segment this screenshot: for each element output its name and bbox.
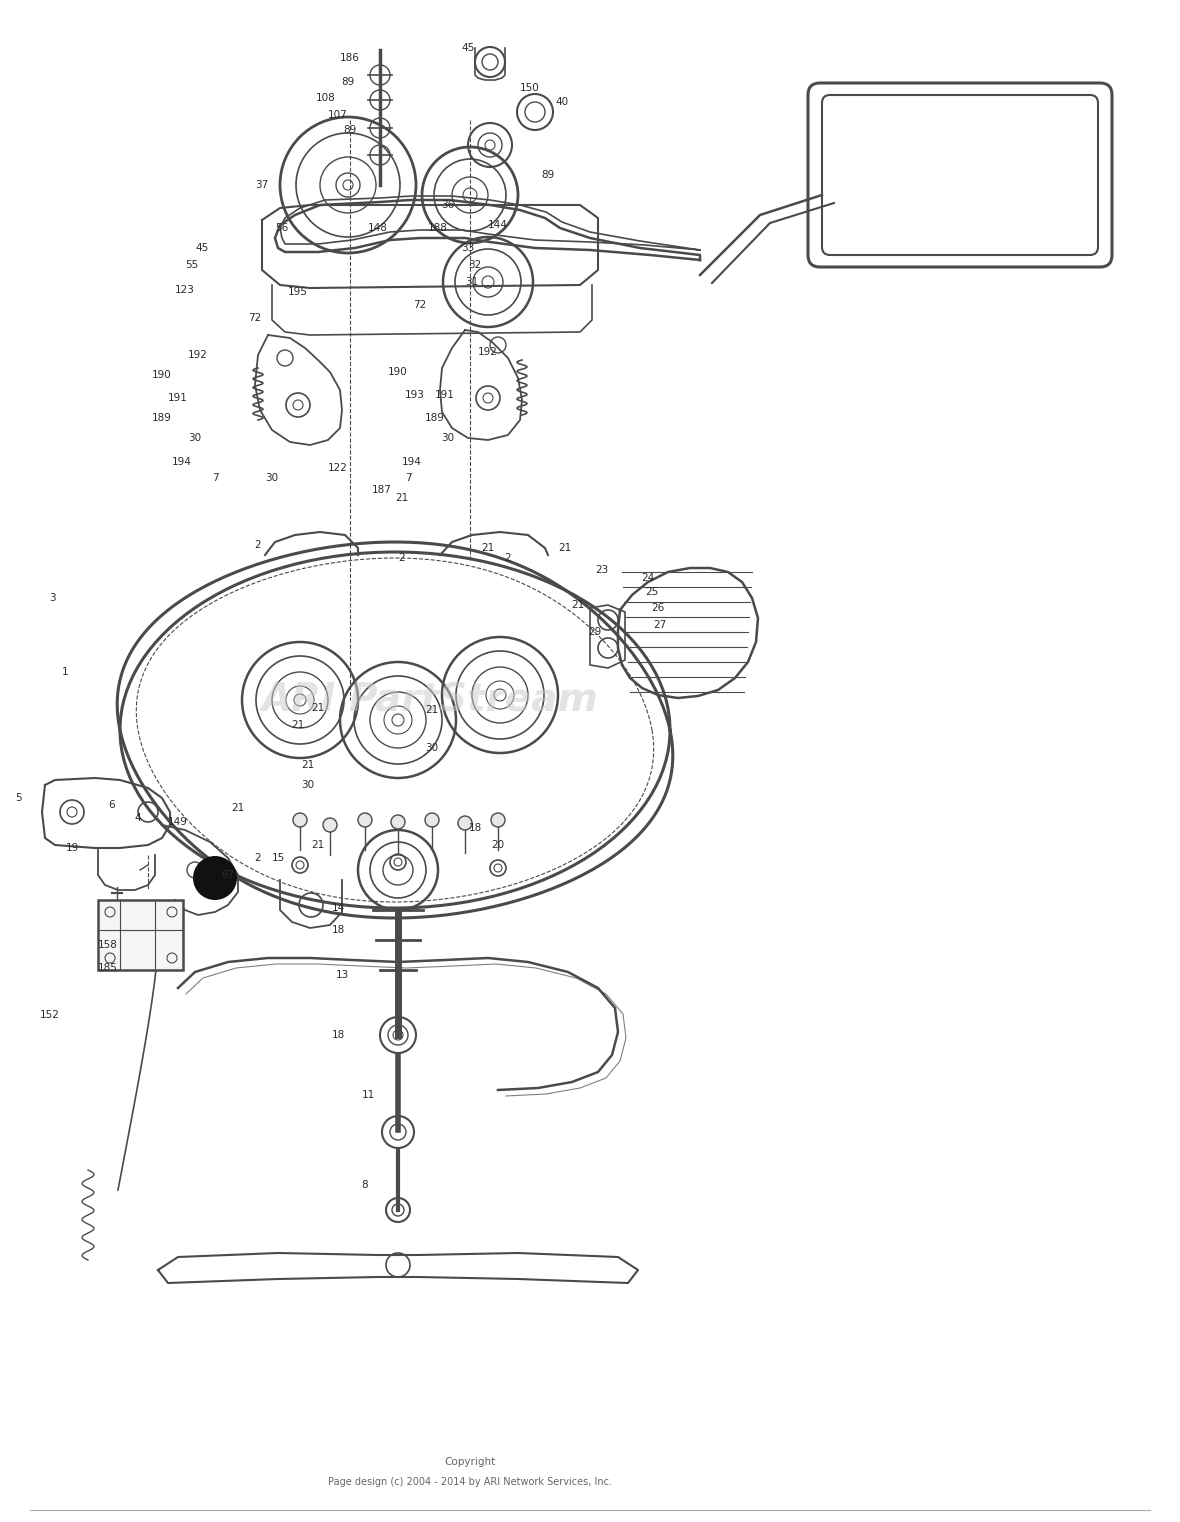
Text: 190: 190 (152, 370, 172, 380)
Circle shape (358, 813, 372, 826)
Circle shape (323, 817, 337, 833)
Text: 187: 187 (372, 486, 392, 495)
Text: 152: 152 (40, 1011, 60, 1020)
Text: 107: 107 (328, 110, 348, 120)
Text: 8: 8 (362, 1180, 368, 1190)
Text: 21: 21 (312, 840, 325, 849)
Text: 21: 21 (231, 804, 244, 813)
Text: 37: 37 (255, 180, 269, 190)
Text: ARI PartStream: ARI PartStream (262, 680, 598, 718)
Text: 186: 186 (340, 53, 360, 62)
Text: 21: 21 (312, 703, 325, 712)
Text: 25: 25 (645, 587, 658, 597)
Text: 89: 89 (341, 78, 355, 87)
Text: 158: 158 (98, 941, 118, 950)
Text: 72: 72 (248, 314, 262, 323)
Text: 3: 3 (48, 594, 55, 603)
Text: 40: 40 (556, 97, 569, 107)
Text: 24: 24 (642, 572, 655, 583)
Text: 7: 7 (405, 473, 412, 482)
Text: 195: 195 (288, 288, 308, 297)
Text: 11: 11 (361, 1090, 374, 1100)
Text: 2: 2 (255, 540, 261, 549)
Text: 21: 21 (395, 493, 408, 502)
Text: 7: 7 (211, 473, 218, 482)
Text: 191: 191 (168, 393, 188, 403)
Text: 192: 192 (478, 347, 498, 358)
Text: 123: 123 (175, 285, 195, 295)
Text: 122: 122 (328, 463, 348, 473)
Text: 36: 36 (441, 199, 454, 210)
Circle shape (491, 813, 505, 826)
Text: 189: 189 (152, 412, 172, 423)
Text: 30: 30 (189, 432, 202, 443)
Text: 144: 144 (489, 221, 507, 230)
Text: 15: 15 (271, 852, 284, 863)
Text: 45: 45 (461, 43, 474, 53)
Text: 18: 18 (332, 1030, 345, 1040)
Text: 23: 23 (596, 565, 609, 575)
Text: 21: 21 (291, 720, 304, 731)
Text: 19: 19 (65, 843, 79, 852)
Text: 89: 89 (343, 125, 356, 135)
Text: 31: 31 (465, 277, 479, 288)
Text: 108: 108 (316, 93, 336, 103)
FancyBboxPatch shape (98, 900, 183, 970)
Text: 2: 2 (255, 852, 261, 863)
Text: 33: 33 (461, 244, 474, 253)
Text: 45: 45 (196, 244, 209, 253)
Text: 56: 56 (275, 224, 289, 233)
Circle shape (293, 813, 307, 826)
Text: 4: 4 (135, 813, 142, 823)
Text: 191: 191 (435, 390, 455, 400)
Text: 2: 2 (399, 552, 405, 563)
Text: 21: 21 (558, 543, 571, 552)
Text: 30: 30 (426, 743, 439, 753)
Text: 188: 188 (428, 224, 448, 233)
Text: 150: 150 (520, 84, 540, 93)
Text: 21: 21 (425, 705, 439, 715)
Circle shape (458, 816, 472, 829)
Text: 6: 6 (109, 801, 116, 810)
Text: 21: 21 (481, 543, 494, 552)
Text: 148: 148 (368, 224, 388, 233)
Text: 194: 194 (402, 457, 422, 467)
Text: 194: 194 (172, 457, 192, 467)
Text: 30: 30 (266, 473, 278, 482)
Text: 89: 89 (542, 170, 555, 180)
Text: 67: 67 (222, 871, 235, 880)
Text: 1: 1 (61, 667, 68, 677)
Text: 72: 72 (413, 300, 427, 310)
Circle shape (391, 814, 405, 829)
Text: 21: 21 (571, 600, 584, 610)
Text: 189: 189 (425, 412, 445, 423)
Text: 21: 21 (301, 759, 315, 770)
Text: 192: 192 (188, 350, 208, 361)
Text: 32: 32 (468, 260, 481, 269)
Text: 20: 20 (491, 840, 505, 849)
Text: 26: 26 (651, 603, 664, 613)
Text: 5: 5 (14, 793, 21, 804)
Text: Page design (c) 2004 - 2014 by ARI Network Services, Inc.: Page design (c) 2004 - 2014 by ARI Netwo… (328, 1476, 612, 1487)
Text: 27: 27 (654, 619, 667, 630)
Text: 149: 149 (168, 817, 188, 826)
Text: 55: 55 (185, 260, 198, 269)
Text: 14: 14 (332, 903, 345, 913)
Text: 2: 2 (505, 552, 511, 563)
Text: 190: 190 (388, 367, 408, 377)
Text: 30: 30 (301, 779, 315, 790)
Text: 185: 185 (98, 963, 118, 973)
Text: 29: 29 (589, 627, 602, 638)
Circle shape (194, 855, 237, 900)
Circle shape (425, 813, 439, 826)
Text: Copyright: Copyright (445, 1457, 496, 1467)
Text: 18: 18 (332, 925, 345, 935)
Text: 18: 18 (468, 823, 481, 833)
Text: 193: 193 (405, 390, 425, 400)
Text: 30: 30 (441, 432, 454, 443)
Text: 13: 13 (335, 970, 348, 980)
